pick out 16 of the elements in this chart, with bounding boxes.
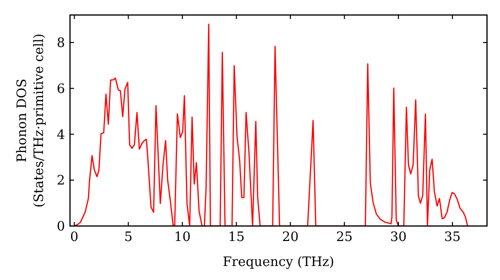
line-series: [74, 24, 468, 226]
y-tick-label: 4: [56, 128, 65, 143]
x-tick-label: 35: [444, 230, 461, 245]
x-tick-label: 20: [282, 230, 299, 245]
y-tick-label: 0: [56, 220, 65, 235]
y-axis-title: Phonon DOS (States/THz·primitive cell): [15, 33, 47, 208]
y-tick-label: 2: [56, 174, 65, 189]
x-tick-label: 30: [390, 230, 407, 245]
x-tick-label: 5: [124, 230, 132, 245]
x-tick-label: 0: [70, 230, 78, 245]
x-tick-label: 15: [228, 230, 245, 245]
x-tick-label: 10: [174, 230, 191, 245]
y-tick-label: 8: [56, 36, 65, 52]
x-axis-title: Frequency (THz): [222, 255, 334, 270]
x-tick-label: 25: [336, 230, 353, 245]
y-tick-label: 6: [56, 82, 65, 97]
